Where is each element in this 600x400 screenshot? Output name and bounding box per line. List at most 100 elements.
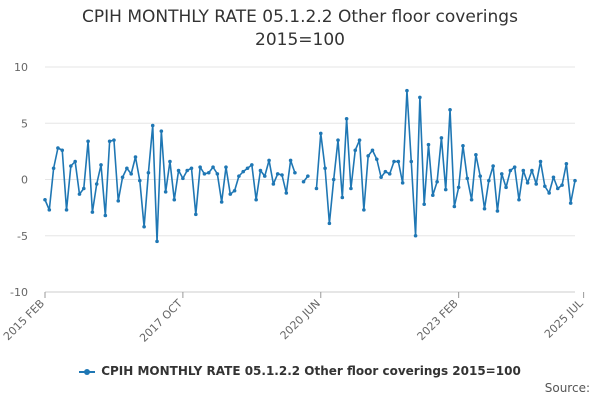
data-point: [237, 174, 241, 178]
data-point: [448, 107, 452, 112]
data-point: [392, 159, 396, 164]
data-point: [551, 175, 556, 180]
data-point: [331, 177, 336, 182]
data-point: [120, 175, 125, 180]
data-point: [379, 175, 383, 180]
data-point: [228, 192, 233, 196]
data-point: [422, 202, 426, 207]
data-point: [241, 169, 246, 174]
data-point: [431, 193, 435, 198]
y-tick-label: 0: [21, 174, 28, 187]
data-point: [280, 173, 284, 177]
data-point: [51, 166, 56, 171]
data-point: [439, 136, 444, 140]
legend-label: CPIH MONTHLY RATE 05.1.2.2 Other floor c…: [101, 364, 521, 378]
data-point: [318, 131, 323, 136]
data-point: [77, 192, 82, 196]
data-point: [288, 158, 293, 163]
data-point: [508, 168, 513, 173]
y-tick-label: -5: [17, 230, 28, 243]
data-point: [512, 165, 517, 169]
data-point: [426, 142, 431, 147]
data-point: [99, 163, 103, 167]
data-point: [116, 199, 121, 203]
data-point: [323, 166, 327, 171]
data-point: [530, 168, 534, 173]
data-point: [142, 224, 146, 229]
data-point: [64, 208, 69, 212]
data-point: [405, 88, 409, 93]
data-point: [168, 159, 172, 164]
data-point: [344, 116, 349, 121]
data-point: [258, 168, 263, 173]
data-point: [564, 161, 569, 166]
legend[interactable]: CPIH MONTHLY RATE 05.1.2.2 Other floor c…: [0, 364, 600, 378]
x-tick-label: 2015 FEB: [1, 297, 47, 343]
data-point: [349, 186, 353, 191]
data-point: [362, 208, 366, 212]
data-point: [284, 191, 289, 195]
data-point: [517, 197, 521, 202]
data-point: [215, 172, 220, 176]
data-point: [400, 181, 405, 185]
data-point: [133, 155, 138, 159]
data-point: [525, 181, 530, 185]
series-line: [44, 124, 296, 243]
data-point: [560, 183, 564, 187]
data-point: [47, 208, 52, 212]
x-tick-label: 2025 JUL: [542, 296, 586, 340]
data-point: [301, 179, 306, 184]
data-point: [254, 197, 258, 202]
data-point: [469, 197, 474, 202]
series-line: [315, 89, 576, 237]
data-point: [465, 176, 470, 181]
data-point: [150, 123, 155, 128]
data-point: [543, 184, 547, 189]
data-point: [366, 154, 370, 158]
data-point: [538, 159, 543, 164]
data-point: [224, 165, 228, 169]
chart-title-line-1: CPIH MONTHLY RATE 05.1.2.2 Other floor c…: [82, 7, 518, 27]
data-point: [185, 168, 189, 173]
data-point: [60, 148, 65, 153]
data-point: [219, 200, 224, 204]
data-point: [245, 166, 250, 171]
data-point: [314, 186, 319, 191]
data-point: [435, 179, 439, 184]
data-point: [413, 233, 418, 238]
data-point: [396, 159, 401, 164]
data-point: [327, 221, 332, 226]
data-point: [181, 176, 185, 181]
data-point: [534, 182, 539, 186]
data-point: [573, 178, 577, 183]
data-point: [409, 159, 414, 164]
data-point: [418, 95, 422, 100]
data-point: [370, 148, 375, 153]
chart-title: CPIH MONTHLY RATE 05.1.2.2 Other floor c…: [0, 6, 600, 52]
data-point: [125, 166, 129, 171]
data-point: [275, 172, 280, 176]
source-label: Source:: [544, 381, 590, 395]
data-point: [452, 204, 457, 209]
data-point: [443, 187, 448, 192]
data-point: [340, 195, 345, 200]
data-point: [521, 168, 526, 173]
data-point: [107, 139, 112, 144]
data-point: [189, 166, 194, 171]
data-point: [547, 191, 551, 195]
chart-title-line-2: 2015=100: [255, 30, 345, 50]
data-point: [103, 213, 108, 218]
data-point: [474, 152, 478, 157]
data-point: [461, 143, 465, 148]
data-point: [159, 129, 164, 133]
data-point: [482, 206, 487, 211]
y-tick-label: 5: [21, 117, 28, 130]
data-point: [146, 170, 151, 175]
data-point: [293, 170, 297, 175]
x-tick-label: 2023 FEB: [415, 297, 461, 343]
data-point: [94, 182, 99, 186]
data-point: [137, 178, 142, 183]
data-point: [172, 197, 177, 202]
data-point: [90, 210, 95, 214]
